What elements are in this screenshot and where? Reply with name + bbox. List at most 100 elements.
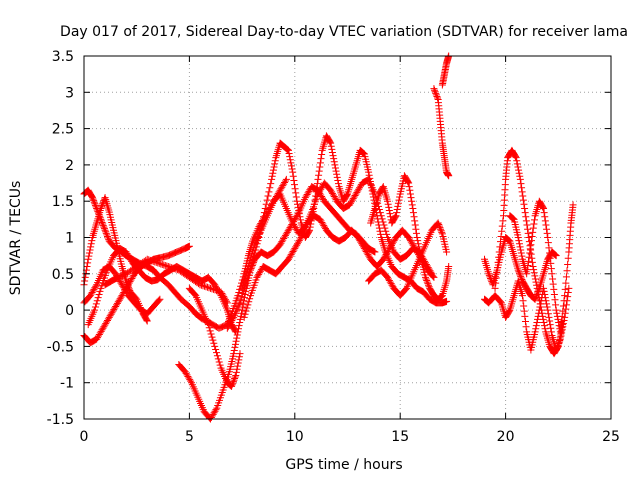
- data-point: [151, 258, 159, 266]
- series-track-7: [185, 284, 244, 390]
- data-point: [285, 254, 293, 262]
- data-point: [124, 251, 132, 259]
- data-point: [544, 234, 552, 241]
- data-point: [236, 315, 244, 323]
- data-point: [550, 291, 558, 299]
- data-point: [117, 279, 125, 287]
- data-point: [402, 285, 410, 293]
- data-point: [156, 295, 164, 303]
- data-point: [286, 156, 294, 164]
- data-point: [526, 249, 534, 257]
- data-point: [294, 240, 302, 248]
- y-tick-label: -1: [60, 376, 74, 392]
- data-point: [517, 274, 525, 282]
- data-point: [365, 252, 373, 260]
- data-point: [127, 256, 135, 264]
- data-point: [81, 273, 89, 281]
- data-point: [498, 227, 506, 235]
- data-point: [181, 368, 189, 376]
- data-point: [552, 251, 560, 259]
- data-point: [211, 407, 219, 415]
- data-point: [289, 168, 297, 176]
- data-point: [522, 217, 530, 225]
- data-point: [519, 297, 527, 305]
- data-point: [243, 304, 251, 312]
- data-point: [122, 277, 130, 285]
- data-point: [515, 268, 523, 276]
- data-point: [294, 200, 302, 208]
- data-point: [86, 292, 94, 300]
- data-point: [290, 176, 298, 184]
- data-point: [239, 290, 247, 298]
- data-point: [223, 299, 231, 307]
- data-point: [295, 237, 303, 245]
- data-point: [556, 335, 564, 343]
- data-point: [219, 291, 227, 299]
- data-point: [93, 335, 101, 343]
- data-point: [317, 217, 325, 225]
- data-point: [86, 246, 94, 254]
- data-point: [370, 248, 378, 256]
- data-point: [160, 261, 168, 269]
- data-point: [269, 166, 277, 174]
- data-point: [517, 180, 525, 188]
- data-point: [550, 285, 558, 293]
- data-point: [103, 232, 111, 240]
- data-point: [203, 283, 211, 291]
- data-point: [534, 315, 542, 323]
- data-point: [125, 283, 133, 291]
- data-point: [515, 166, 523, 174]
- data-point: [529, 228, 537, 236]
- data-point: [564, 288, 572, 296]
- data-point: [185, 374, 193, 382]
- data-point: [319, 220, 327, 228]
- data-point: [524, 257, 532, 265]
- data-point: [291, 244, 299, 252]
- data-point: [99, 222, 107, 230]
- data-point: [514, 266, 522, 274]
- data-point: [271, 157, 279, 165]
- data-point: [499, 217, 507, 225]
- data-point: [149, 257, 157, 265]
- data-point: [132, 294, 140, 302]
- data-point: [304, 189, 312, 197]
- data-point: [220, 293, 228, 301]
- data-point: [277, 239, 285, 247]
- data-point: [87, 243, 95, 251]
- data-point: [523, 266, 531, 274]
- data-point: [435, 222, 443, 230]
- data-point: [185, 242, 193, 250]
- data-point: [238, 306, 246, 314]
- data-point: [209, 410, 217, 418]
- data-point: [242, 272, 250, 280]
- data-point: [238, 284, 246, 292]
- x-tick-label: 10: [286, 429, 304, 445]
- data-point: [248, 250, 256, 258]
- data-point: [543, 225, 551, 233]
- data-point: [281, 177, 289, 185]
- data-point: [157, 260, 165, 268]
- data-point: [292, 225, 300, 233]
- data-point: [213, 286, 221, 294]
- data-point: [222, 297, 230, 305]
- y-tick-label: 2.5: [52, 122, 74, 138]
- data-point: [518, 252, 526, 260]
- data-point: [303, 190, 311, 198]
- data-point: [103, 316, 111, 324]
- data-point: [532, 278, 540, 286]
- data-point: [378, 215, 386, 223]
- data-point: [205, 284, 213, 292]
- data-point: [562, 279, 570, 287]
- data-point: [199, 282, 207, 290]
- data-point: [109, 307, 117, 315]
- data-point: [296, 235, 304, 243]
- data-point: [557, 323, 565, 331]
- data-point: [317, 155, 325, 163]
- data-point: [356, 182, 364, 190]
- data-point: [386, 210, 394, 218]
- data-point: [255, 270, 263, 278]
- data-point: [301, 194, 309, 202]
- data-point: [559, 302, 567, 310]
- data-point: [206, 327, 214, 335]
